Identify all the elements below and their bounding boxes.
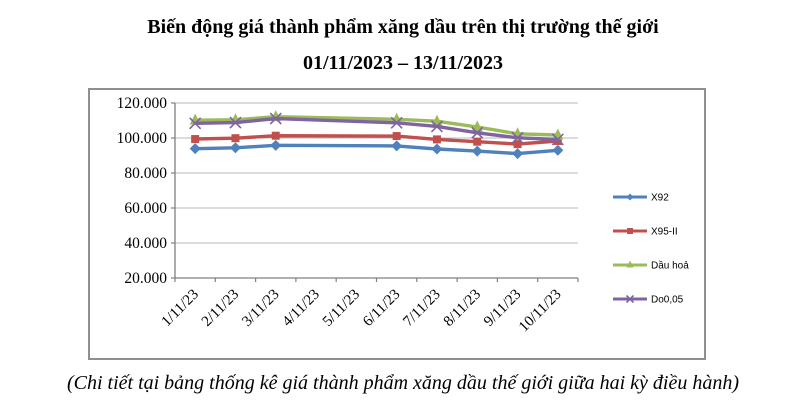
chart-title-line2: 01/11/2023 – 13/11/2023 — [302, 52, 504, 74]
x-axis-label: 4/11/23 — [280, 287, 323, 330]
axes — [171, 102, 579, 282]
x-axis-label: 10/11/23 — [516, 287, 565, 336]
marker-x — [390, 116, 403, 129]
marker-diamond — [270, 139, 282, 151]
x-axis-labels: 1/11/232/11/233/11/234/11/235/11/236/11/… — [159, 287, 565, 336]
legend-label: X92 — [651, 193, 669, 204]
chart-area: 20.000 40.000 60.000 80.000 100.000 120.000 1/… — [88, 88, 706, 360]
y-axis-label: 120.000 — [117, 95, 168, 112]
marker-diamond — [391, 140, 403, 152]
y-axis-labels: 20.000 40.000 60.000 80.000 100.000 120.000 — [117, 95, 168, 287]
marker-x — [625, 294, 635, 304]
marker-square — [191, 135, 200, 144]
series-line-Do0,05 — [195, 116, 558, 142]
marker-square — [627, 228, 633, 234]
legend: X92 X95-II Dầu hoả Do0,05 — [613, 193, 689, 306]
series-line-Dầu hoả — [195, 115, 558, 137]
footer-note: (Chi tiết tại bảng thống kê giá thành ph… — [66, 372, 740, 394]
marker-square — [271, 131, 280, 140]
marker-diamond — [431, 143, 443, 155]
y-axis-label: 40.000 — [124, 235, 167, 252]
y-axis-label: 20.000 — [124, 270, 167, 287]
marker-square — [473, 137, 482, 146]
marker-x — [511, 131, 524, 144]
legend-item-X92: X92 — [613, 193, 669, 204]
marker-square — [553, 136, 562, 145]
marker-diamond — [512, 148, 524, 160]
marker-diamond — [229, 142, 241, 154]
marker-diamond — [626, 193, 634, 201]
marker-x — [471, 126, 484, 139]
legend-label: X95-II — [651, 227, 678, 238]
marker-diamond — [189, 143, 201, 155]
marker-square — [432, 135, 441, 144]
marker-diamond — [471, 145, 483, 157]
chart-title-line1: Biến động giá thành phẩm xăng dầu trên t… — [147, 16, 659, 38]
marker-x — [269, 112, 282, 125]
legend-item-Dầu hoả: Dầu hoả — [613, 260, 689, 272]
series-line-X95-II — [195, 134, 558, 146]
series-Do0,05 — [189, 112, 564, 146]
marker-square — [231, 134, 240, 143]
marker-x — [551, 133, 564, 146]
marker-x — [229, 116, 242, 129]
fuel-price-line-chart: 20.000 40.000 60.000 80.000 100.000 120.000 1/… — [117, 95, 690, 336]
marker-diamond — [552, 144, 564, 156]
legend-item-X95-II: X95-II — [613, 227, 678, 238]
series-line-X92 — [195, 143, 558, 156]
series-X95-II — [191, 131, 562, 149]
x-axis-label: 1/11/23 — [159, 287, 202, 330]
y-axis-label: 100.000 — [117, 130, 168, 147]
x-axis-label: 7/11/23 — [400, 287, 443, 330]
legend-label: Dầu hoả — [651, 260, 689, 272]
marker-x — [189, 117, 202, 130]
x-axis-label: 5/11/23 — [320, 287, 363, 330]
x-axis-label: 6/11/23 — [360, 287, 403, 330]
marker-x — [430, 120, 444, 133]
marker-triangle — [471, 120, 483, 132]
legend-item-Do0,05: Do0,05 — [613, 295, 684, 306]
series-X92 — [189, 139, 564, 160]
y-axis-label: 60.000 — [124, 200, 167, 217]
x-axis-label: 8/11/23 — [441, 287, 484, 330]
legend-label: Do0,05 — [651, 295, 684, 306]
x-axis-label: 3/11/23 — [239, 287, 282, 330]
marker-square — [513, 140, 522, 149]
marker-square — [392, 132, 401, 141]
marker-triangle — [626, 260, 634, 268]
y-axis-label: 80.000 — [124, 165, 167, 182]
x-axis-label: 2/11/23 — [199, 287, 242, 330]
